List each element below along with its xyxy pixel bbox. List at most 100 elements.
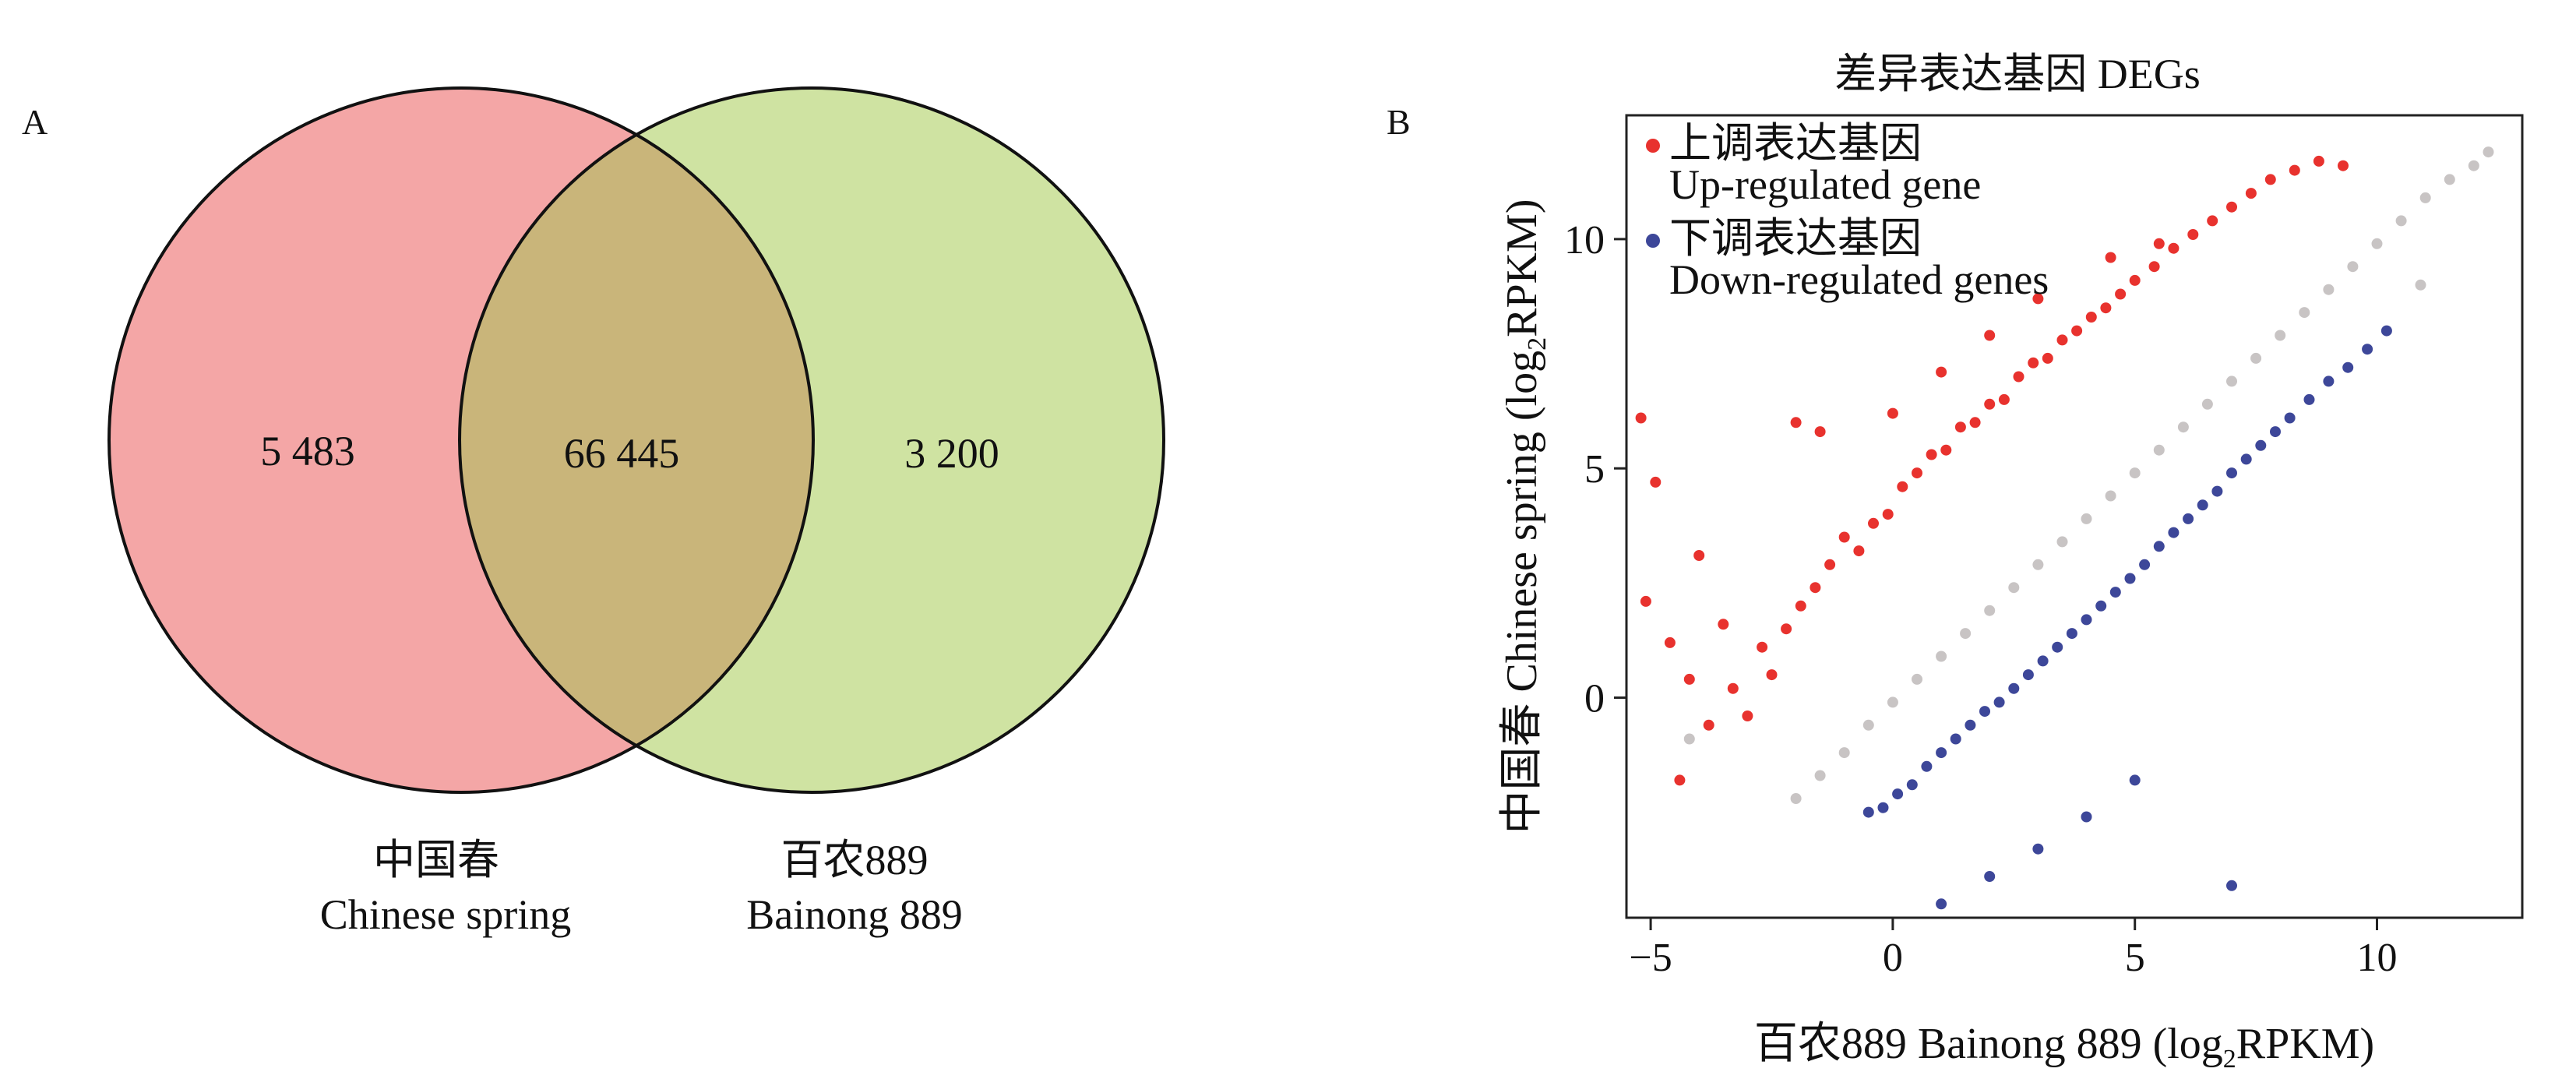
- scatter-point: [2105, 252, 2116, 263]
- scatter-point: [2313, 155, 2324, 167]
- scatter-point: [2153, 444, 2165, 456]
- x-tick-label: 10: [2357, 936, 2398, 980]
- scatter-point: [1683, 733, 1695, 745]
- scatter-point: [1954, 421, 1966, 433]
- scatter-point: [2303, 393, 2315, 405]
- scatter-point: [2071, 325, 2083, 337]
- scatter-point: [2226, 880, 2237, 891]
- scatter-point: [1984, 871, 1996, 882]
- scatter-point: [2124, 573, 2136, 584]
- venn-set-left-name-cn: 中国春: [373, 837, 499, 883]
- legend-up-en: Up-regulated gene: [1669, 161, 1981, 208]
- scatter-points: [1635, 146, 2494, 910]
- legend-down-en: Down-regulated genes: [1669, 256, 2049, 303]
- scatter-point: [2042, 352, 2053, 364]
- scatter-point: [1993, 696, 2005, 708]
- scatter-point: [2483, 146, 2494, 158]
- scatter-point: [1965, 719, 1976, 731]
- scatter-point: [1795, 600, 1806, 612]
- x-axis-ticks: −5 0 5 10: [1629, 918, 2398, 980]
- y-tick-label: 5: [1584, 447, 1605, 492]
- scatter-point: [1926, 449, 1937, 460]
- chart-title: 差异表达基因 DEGs: [1834, 51, 2201, 97]
- scatter-point: [2081, 614, 2092, 626]
- scatter-point: [2066, 628, 2077, 640]
- scatter-point: [1877, 802, 1889, 813]
- scatter-point: [2022, 669, 2034, 681]
- legend-marker-down-regulated: [1646, 234, 1660, 248]
- scatter-point: [2362, 344, 2373, 355]
- scatter-point: [1635, 412, 1647, 424]
- legend-up-cn: 上调表达基因: [1669, 120, 1922, 167]
- scatter-point: [2095, 600, 2107, 612]
- scatter-point: [1969, 417, 1981, 428]
- scatter-point: [1664, 636, 1676, 648]
- plot-area-frame: [1625, 114, 2524, 919]
- scatter-point: [2226, 467, 2237, 479]
- scatter-point: [1897, 481, 1908, 492]
- scatter-point: [1887, 407, 1898, 419]
- scatter-point: [1862, 806, 1874, 818]
- panel-b-label: B: [1387, 102, 1411, 142]
- scatter-point: [2226, 201, 2237, 213]
- scatter-point: [2109, 587, 2121, 598]
- scatter-point: [1960, 628, 1972, 640]
- scatter-point: [2052, 641, 2063, 653]
- scatter-point: [2085, 312, 2097, 323]
- venn-left-outline: [107, 86, 815, 794]
- venn-set-right-name-cn: 百农889: [781, 837, 929, 883]
- scatter-point: [2115, 288, 2127, 300]
- scatter-point: [1727, 682, 1739, 694]
- x-tick-label: −5: [1629, 936, 1672, 980]
- scatter-point: [1912, 673, 1922, 685]
- scatter-point: [1950, 733, 1961, 745]
- scatter-point: [2008, 682, 2020, 694]
- scatter-point: [1984, 330, 1996, 341]
- scatter-point: [2323, 376, 2335, 387]
- scatter-point: [2264, 174, 2276, 185]
- scatter-point: [2468, 160, 2479, 171]
- scatter-point: [1979, 706, 1990, 718]
- scatter-point: [2081, 513, 2092, 524]
- scatter-point: [2284, 412, 2296, 424]
- scatter-point: [1640, 595, 1651, 607]
- scatter-point: [1921, 760, 1933, 772]
- scatter-point: [1683, 673, 1695, 685]
- scatter-point: [1810, 582, 1821, 594]
- scatter-point: [1853, 545, 1865, 557]
- scatter-point: [2032, 843, 2044, 855]
- scatter-point: [2177, 421, 2189, 433]
- scatter-point: [2419, 192, 2431, 203]
- scatter-point: [1936, 898, 1947, 910]
- scatter-point: [2081, 811, 2092, 823]
- scatter-point: [2270, 426, 2281, 438]
- scatter-point: [1814, 770, 1826, 781]
- scatter-point: [1936, 366, 1947, 378]
- scatter-point: [2056, 536, 2068, 548]
- venn-right-outline: [458, 86, 1165, 794]
- scatter-point: [2183, 513, 2194, 524]
- scatter-point: [2226, 376, 2237, 387]
- scatter-point: [1742, 711, 1753, 721]
- scatter-point: [2342, 361, 2354, 373]
- scatter-point: [2168, 242, 2180, 254]
- scatter-point: [2207, 215, 2218, 227]
- scatter-point: [1998, 393, 2010, 405]
- scatter-point: [2299, 307, 2310, 319]
- scatter-point: [2371, 238, 2383, 249]
- scatter-point: [2129, 274, 2141, 286]
- panel-b: B 差异表达基因 DEGs −5 0 5 10 0 5 10 上调表达基因 Up-regu…: [1387, 51, 2524, 1074]
- scatter-point: [2105, 490, 2116, 502]
- scatter-point: [1814, 426, 1826, 438]
- scatter-point: [1936, 747, 1947, 759]
- scatter-point: [2245, 188, 2257, 199]
- scatter-point: [2338, 160, 2349, 171]
- scatter-point: [2240, 453, 2252, 465]
- y-axis-label: 中国春 Chinese spring (log2RPKM): [1498, 199, 1552, 834]
- venn-set-right-name-en: Bainong 889: [746, 891, 963, 938]
- scatter-point: [1862, 719, 1874, 731]
- scatter-point: [2129, 774, 2141, 786]
- scatter-point: [1892, 788, 1904, 800]
- legend-down-cn: 下调表达基因: [1669, 215, 1922, 262]
- scatter-point: [1718, 619, 1729, 630]
